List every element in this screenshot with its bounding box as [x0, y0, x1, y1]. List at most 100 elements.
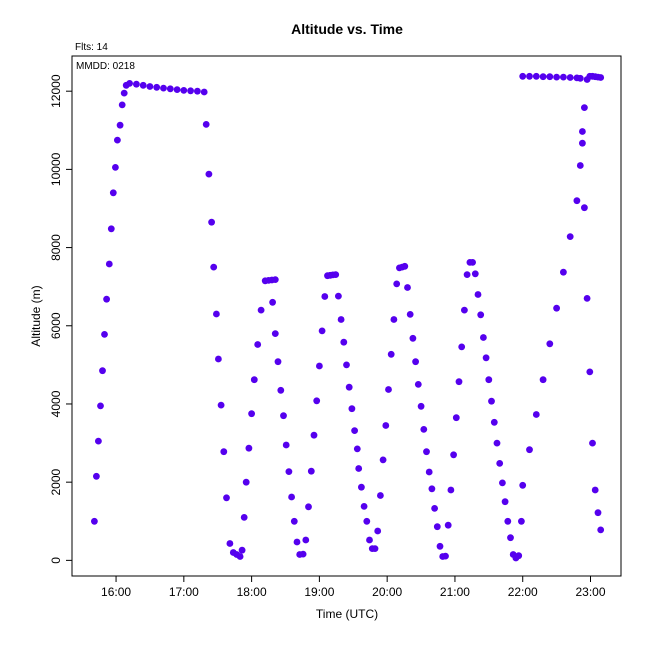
data-point: [471, 270, 479, 278]
data-point: [597, 526, 605, 534]
data-point: [382, 422, 390, 429]
data-point: [240, 514, 248, 521]
data-point: [299, 550, 307, 558]
data-point: [285, 468, 293, 475]
data-point: [532, 72, 540, 80]
data-point: [187, 87, 195, 95]
data-point: [591, 486, 599, 494]
data-point: [343, 361, 350, 369]
data-point: [566, 74, 574, 81]
y-axis: 0 2000 4000 6000 8000 10000 12000: [49, 74, 72, 564]
data-point: [499, 479, 506, 487]
data-point: [594, 509, 602, 517]
data-point: [101, 331, 108, 338]
flights-count-label: Flts: 14: [75, 42, 108, 53]
x-tick-label: 18:00: [237, 585, 267, 599]
data-point: [518, 517, 525, 525]
data-point: [526, 446, 533, 454]
data-point: [274, 358, 282, 366]
data-point: [553, 73, 560, 81]
data-point: [200, 88, 208, 96]
data-point: [97, 402, 104, 410]
data-point: [358, 483, 365, 491]
x-tick-label: 17:00: [169, 585, 199, 599]
data-point: [428, 485, 436, 493]
data-point: [271, 276, 279, 283]
data-point: [313, 397, 321, 405]
data-point: [95, 437, 102, 445]
data-point: [387, 350, 395, 358]
data-point: [414, 381, 422, 388]
data-point: [293, 538, 301, 546]
data-point: [220, 448, 228, 456]
y-tick-label: 2000: [49, 468, 63, 495]
data-point: [254, 341, 262, 348]
data-point: [496, 460, 504, 467]
data-point: [532, 411, 540, 418]
data-point: [282, 441, 290, 449]
x-tick-label: 23:00: [575, 585, 605, 599]
data-point: [401, 262, 409, 270]
data-point: [553, 304, 560, 312]
data-point: [118, 101, 126, 109]
data-point: [126, 80, 133, 87]
y-axis-label: Altitude (m): [29, 285, 43, 346]
data-point: [519, 481, 527, 489]
data-point: [236, 553, 244, 560]
plot-frame: [71, 55, 622, 577]
data-point: [321, 293, 329, 300]
data-point: [238, 546, 246, 554]
data-point: [573, 197, 581, 205]
data-points: [91, 72, 605, 562]
data-point: [546, 73, 554, 81]
data-point: [318, 327, 326, 335]
data-point: [586, 368, 594, 376]
data-point: [205, 170, 213, 178]
data-point: [374, 527, 382, 535]
data-point: [546, 340, 554, 348]
data-point: [257, 306, 265, 314]
data-point: [173, 86, 181, 93]
data-point: [515, 552, 523, 560]
data-point: [139, 81, 147, 89]
data-point: [166, 85, 174, 93]
data-point: [103, 295, 110, 303]
x-tick-label: 19:00: [304, 585, 334, 599]
data-point: [474, 291, 482, 298]
data-point: [504, 517, 512, 525]
data-point: [463, 271, 471, 278]
data-point: [412, 358, 419, 366]
data-point: [431, 505, 438, 512]
data-point: [366, 536, 373, 544]
data-point: [307, 467, 315, 475]
y-tick-label: 6000: [49, 312, 63, 339]
data-point: [269, 298, 276, 306]
data-point: [393, 280, 401, 288]
data-point: [355, 465, 363, 472]
data-point: [302, 536, 310, 544]
data-point: [579, 139, 586, 147]
data-point: [371, 545, 379, 552]
data-point: [105, 260, 113, 268]
data-point: [245, 444, 253, 452]
data-point: [305, 503, 312, 511]
data-point: [353, 445, 361, 453]
data-point: [160, 84, 167, 92]
data-point: [213, 310, 220, 318]
data-point: [507, 534, 514, 542]
data-point: [423, 448, 430, 456]
data-point: [91, 517, 98, 525]
data-point: [539, 376, 547, 384]
y-tick-label: 10000: [49, 152, 63, 186]
data-point: [581, 104, 588, 111]
data-point: [377, 492, 384, 499]
data-point: [248, 410, 256, 418]
x-axis-label: Time (UTC): [316, 607, 378, 621]
mmdd-label: MMDD: 0218: [76, 61, 135, 72]
data-point: [576, 162, 584, 169]
data-point: [223, 494, 230, 502]
data-point: [337, 316, 345, 323]
data-point: [99, 367, 106, 375]
data-point: [363, 517, 371, 525]
